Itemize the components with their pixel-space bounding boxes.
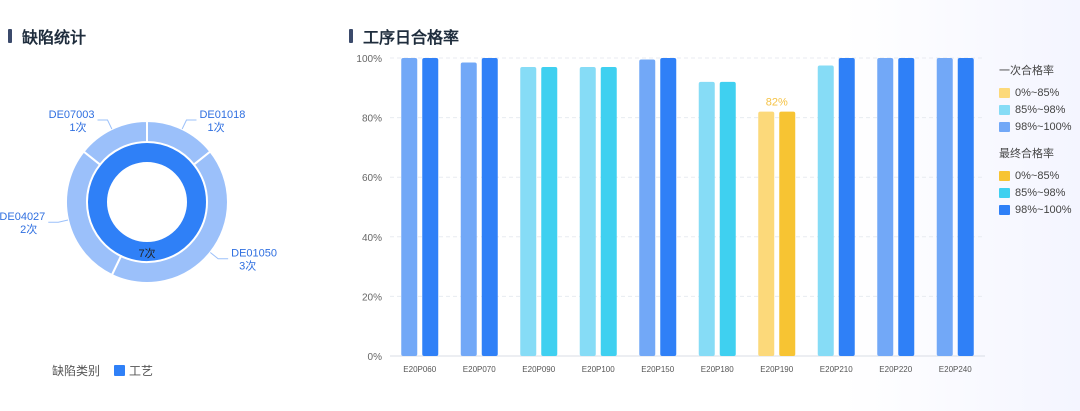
final-pass-bar-e20p190[interactable] (779, 111, 796, 356)
legend-swatch (999, 104, 1010, 115)
legend-group-title: 最终合格率 (999, 148, 1054, 160)
legend-item-label: 85%~98% (1015, 186, 1066, 199)
legend-swatch-process[interactable] (114, 365, 126, 376)
donut-leader-line (210, 252, 229, 260)
legend-swatch (999, 187, 1010, 198)
first-pass-bar-e20p240[interactable] (936, 58, 953, 356)
legend-item-label: 0%~85% (1015, 169, 1060, 182)
donut-label-count: 1次 (207, 120, 224, 134)
final-pass-bar-e20p100[interactable] (600, 66, 617, 356)
title-marker (349, 29, 353, 43)
donut-label-code: DE07003 (49, 109, 95, 121)
y-tick-label: 20% (362, 292, 382, 303)
x-category-label: E20P090 (522, 365, 555, 374)
first-pass-bar-e20p180[interactable] (698, 81, 715, 356)
final-pass-bar-e20p210[interactable] (838, 58, 855, 356)
title-marker (8, 29, 12, 43)
y-tick-label: 0% (368, 352, 383, 363)
legend-item[interactable]: 0%~85% (999, 167, 1072, 184)
legend-item-process[interactable]: 工艺 (129, 364, 154, 378)
final-pass-bar-e20p240[interactable] (957, 58, 974, 356)
x-category-label: E20P210 (820, 365, 853, 374)
final-pass-bar-e20p150[interactable] (660, 58, 677, 356)
donut-leader-line (97, 119, 113, 130)
first-pass-bar-e20p090[interactable] (520, 66, 537, 356)
donut-inner-ring[interactable] (87, 142, 207, 262)
defect-stats-title: 缺陷统计 (8, 24, 86, 48)
donut-slice-de01050[interactable] (110, 150, 229, 284)
legend-title: 缺陷类别 (52, 364, 101, 378)
defect-stats-title-text: 缺陷统计 (22, 30, 87, 47)
final-pass-bar-e20p090[interactable] (541, 66, 558, 356)
donut-slice-de07003[interactable] (82, 119, 148, 166)
legend-swatch (999, 204, 1010, 215)
legend-group-first-pass: 一次合格率 0%~85% 85%~98% 98%~100% (999, 62, 1072, 135)
x-category-label: E20P240 (939, 365, 972, 374)
legend-group-title: 一次合格率 (999, 65, 1054, 77)
process-pass-rate-title-text: 工序日合格率 (363, 30, 460, 47)
legend-item[interactable]: 98%~100% (999, 201, 1072, 218)
first-pass-bar-e20p190[interactable] (758, 111, 775, 356)
donut-leader-line (48, 219, 69, 223)
legend-swatch (999, 87, 1010, 98)
final-pass-bar-e20p180[interactable] (719, 81, 736, 356)
donut-label-count: 3次 (239, 259, 256, 273)
x-category-label: E20P190 (760, 365, 793, 374)
x-category-label: E20P100 (582, 365, 615, 374)
donut-label-code: DE01050 (231, 248, 277, 260)
first-pass-bar-e20p150[interactable] (639, 59, 656, 357)
x-category-label: E20P060 (403, 365, 436, 374)
defect-category-legend: 缺陷类别 工艺 (52, 362, 153, 379)
legend-swatch (999, 121, 1010, 132)
y-tick-label: 40% (362, 233, 382, 244)
first-pass-bar-e20p060[interactable] (401, 58, 418, 356)
legend-item[interactable]: 0%~85% (999, 84, 1072, 101)
final-pass-bar-e20p070[interactable] (481, 58, 498, 356)
x-category-label: E20P220 (879, 365, 912, 374)
legend-item[interactable]: 85%~98% (999, 184, 1072, 201)
legend-item-label: 85%~98% (1015, 103, 1066, 116)
x-category-label: E20P070 (463, 365, 496, 374)
process-pass-rate-title: 工序日合格率 (349, 24, 459, 48)
donut-label-count: 2次 (20, 222, 37, 236)
legend-group-final-pass: 最终合格率 0%~85% 85%~98% 98%~100% (999, 145, 1072, 218)
bar-value-label: 82% (766, 97, 788, 109)
final-pass-bar-e20p060[interactable] (422, 58, 439, 356)
first-pass-bar-e20p070[interactable] (460, 62, 477, 356)
legend-item-label: 98%~100% (1015, 120, 1072, 133)
y-tick-label: 100% (356, 54, 382, 65)
legend-item-label: 0%~85% (1015, 86, 1060, 99)
y-tick-label: 60% (362, 173, 382, 184)
legend-swatch (999, 170, 1010, 181)
first-pass-bar-e20p210[interactable] (817, 65, 834, 356)
x-category-label: E20P150 (641, 365, 674, 374)
donut-label-count: 1次 (69, 120, 86, 134)
donut-total-label: 7次 (138, 246, 155, 260)
donut-label-code: DE01018 (199, 109, 245, 121)
first-pass-bar-e20p220[interactable] (877, 58, 894, 356)
donut-label-code: DE04027 (0, 211, 45, 223)
legend-item[interactable]: 85%~98% (999, 101, 1072, 118)
donut-leader-line (181, 119, 197, 130)
final-pass-bar-e20p220[interactable] (898, 58, 915, 356)
y-tick-label: 80% (362, 114, 382, 125)
pass-rate-bar-chart: 0% 20% 40% 60% 80% 100% E20P060 E20P070 E20P090 E… (356, 54, 985, 374)
first-pass-bar-e20p100[interactable] (579, 66, 596, 356)
legend-item-label: 98%~100% (1015, 203, 1072, 216)
pass-rate-legend: 一次合格率 0%~85% 85%~98% 98%~100% 最终合格率 0%~85% 85%… (999, 62, 1072, 218)
x-category-label: E20P180 (701, 365, 734, 374)
legend-item[interactable]: 98%~100% (999, 118, 1072, 135)
